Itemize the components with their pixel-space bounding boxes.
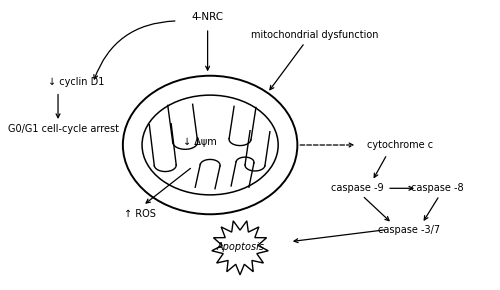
Polygon shape	[212, 221, 268, 275]
Text: caspase -8: caspase -8	[410, 183, 464, 193]
Text: ↑ ROS: ↑ ROS	[124, 209, 156, 219]
Text: caspase -3/7: caspase -3/7	[378, 225, 440, 235]
Text: 4-NRC: 4-NRC	[192, 12, 224, 21]
Text: caspase -9: caspase -9	[331, 183, 384, 193]
Text: ↓ cyclin D1: ↓ cyclin D1	[48, 77, 104, 86]
Text: ↓ Δψm: ↓ Δψm	[184, 137, 217, 147]
Text: mitochondrial dysfunction: mitochondrial dysfunction	[251, 30, 378, 40]
Text: G0/G1 cell-cycle arrest: G0/G1 cell-cycle arrest	[8, 124, 119, 134]
Text: Apoptosis: Apoptosis	[216, 242, 264, 253]
Text: cytochrome c: cytochrome c	[366, 140, 432, 150]
